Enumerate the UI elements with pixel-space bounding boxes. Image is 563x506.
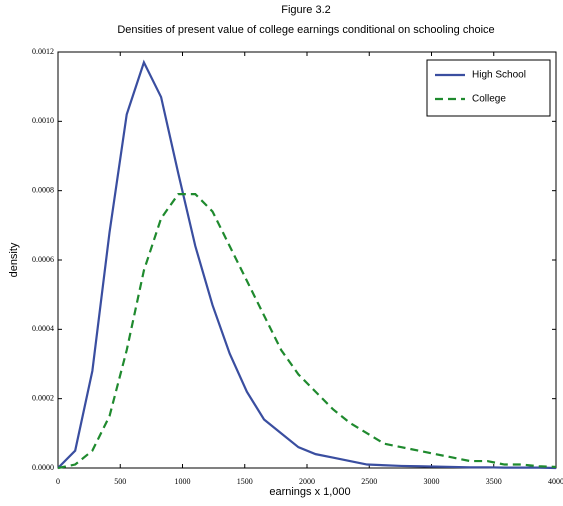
x-tick-label: 1000	[175, 477, 191, 486]
x-tick-label: 2000	[299, 477, 315, 486]
y-tick-label: 0.0012	[32, 47, 54, 56]
y-tick-label: 0.0000	[32, 463, 54, 472]
x-tick-label: 3000	[424, 477, 440, 486]
x-tick-label: 0	[56, 477, 60, 486]
legend-label: College	[472, 94, 506, 105]
series-line	[57, 59, 557, 470]
y-tick-label: 0.0002	[32, 393, 54, 402]
x-tick-label: 4000	[548, 477, 563, 486]
x-tick-label: 1500	[237, 477, 253, 486]
y-tick-label: 0.0010	[32, 116, 54, 125]
y-axis-label: density	[8, 242, 20, 277]
y-tick-label: 0.0004	[32, 324, 54, 333]
legend-box	[426, 59, 551, 117]
series-line	[57, 193, 557, 470]
y-tick-label: 0.0006	[32, 255, 54, 264]
x-tick-label: 3500	[486, 477, 502, 486]
x-tick-label: 2500	[361, 477, 377, 486]
legend-label: High School	[472, 70, 526, 81]
chart-subtitle: Densities of present value of college ea…	[117, 24, 494, 36]
x-axis-label: earnings x 1,000	[269, 486, 350, 498]
y-tick-label: 0.0008	[32, 185, 54, 194]
chart-title: Figure 3.2	[281, 4, 331, 16]
x-tick-label: 500	[114, 477, 126, 486]
